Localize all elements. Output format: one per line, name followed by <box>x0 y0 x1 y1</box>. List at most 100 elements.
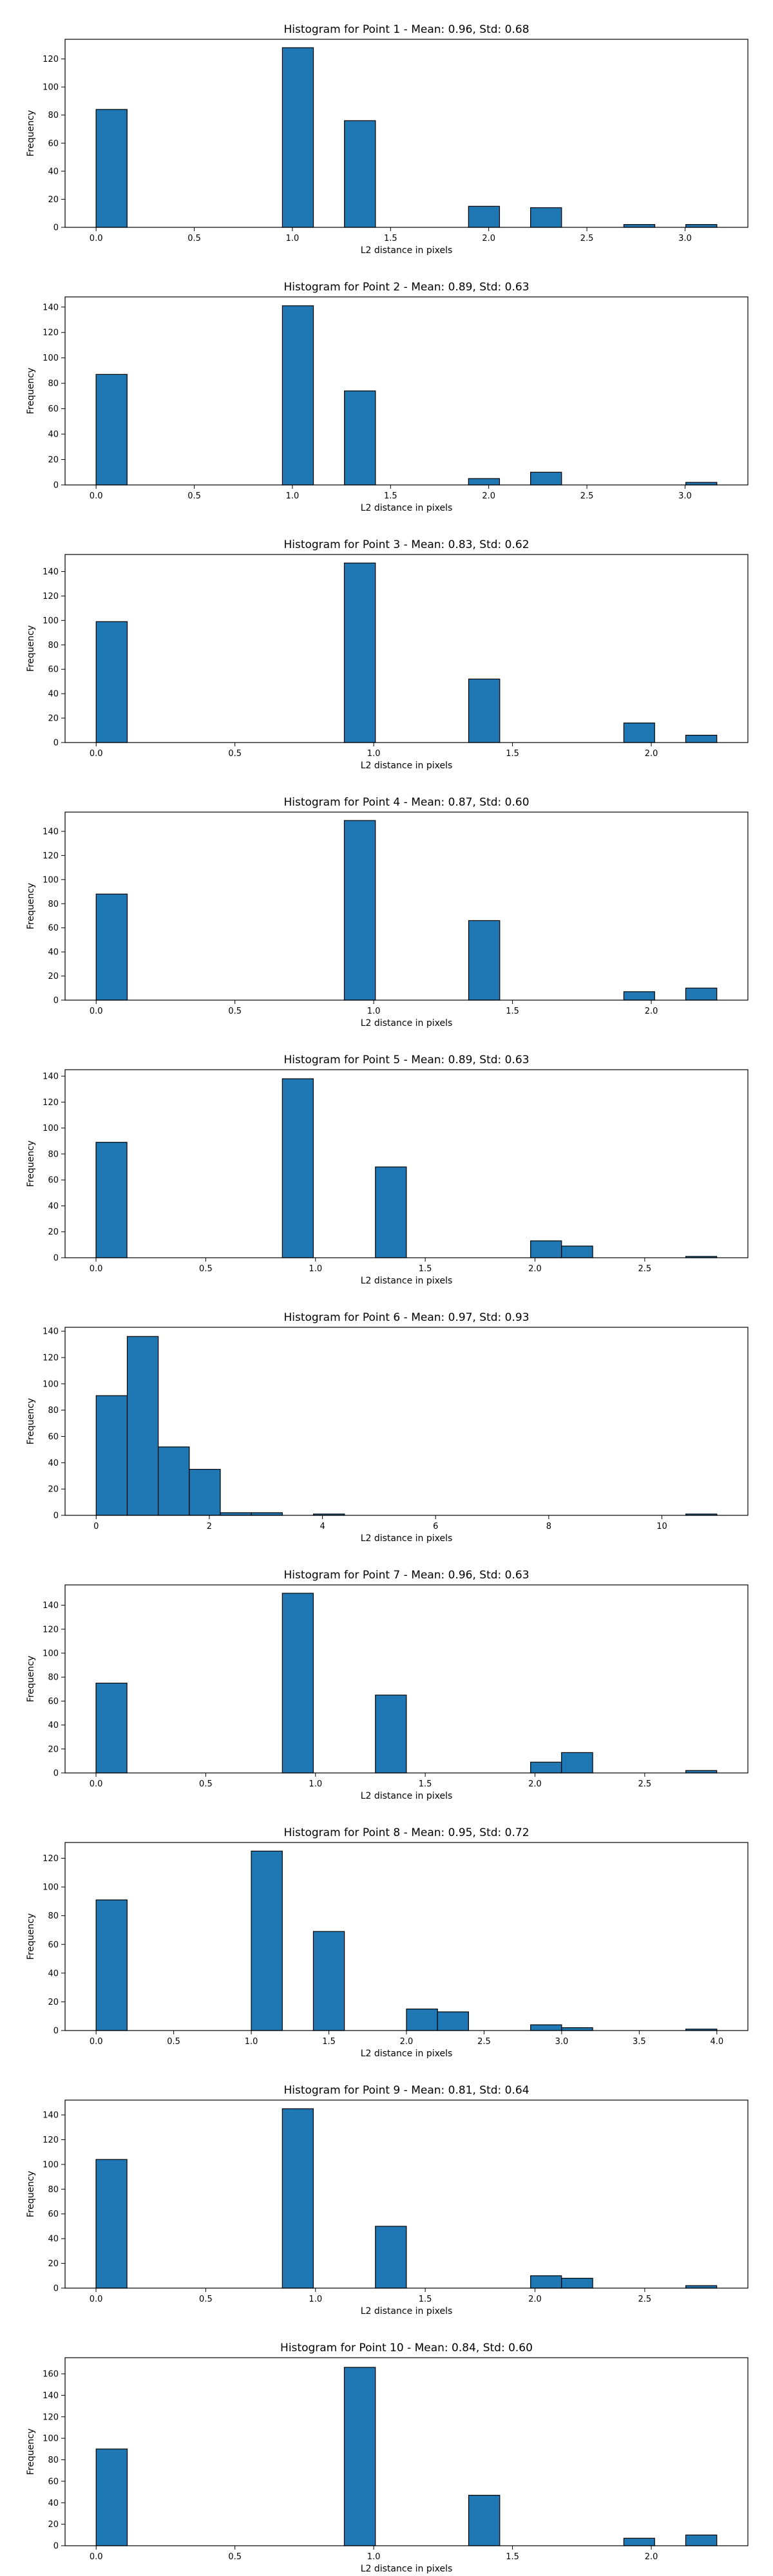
chart-title: Histogram for Point 2 - Mean: 0.89, Std:… <box>283 281 529 294</box>
histogram-bar <box>685 987 718 1001</box>
x-tick-label: 1.5 <box>384 234 397 243</box>
y-tick-label: 120 <box>43 2136 59 2145</box>
plot-frame <box>64 1584 749 1774</box>
x-axis-label: L2 distance in pixels <box>361 2306 453 2316</box>
y-tick-label: 20 <box>48 972 59 981</box>
histogram-bar <box>437 2011 469 2031</box>
histogram-bar <box>468 920 501 1001</box>
y-tick-label: 60 <box>48 1940 59 1950</box>
x-tick-label: 2.0 <box>482 234 495 243</box>
y-tick-label: 120 <box>43 55 59 64</box>
histogram-bar <box>530 2024 562 2031</box>
y-tick-label: 0 <box>53 481 59 491</box>
x-axis-label: L2 distance in pixels <box>361 1018 453 1028</box>
y-tick-label: 60 <box>48 665 59 675</box>
y-tick-label: 100 <box>43 1649 59 1659</box>
y-tick-label: 20 <box>48 2259 59 2269</box>
histogram-bar <box>685 735 718 743</box>
y-tick-label: 80 <box>48 1406 59 1416</box>
x-tick-label: 2.0 <box>645 2552 658 2562</box>
x-tick-label: 2.0 <box>528 1264 542 1274</box>
plot-frame <box>64 811 749 1001</box>
y-tick-label: 0 <box>53 2284 59 2294</box>
x-tick-label: 3.0 <box>555 2037 569 2047</box>
y-tick-label: 20 <box>48 1998 59 2007</box>
y-tick-label: 60 <box>48 139 59 149</box>
y-tick-label: 0 <box>53 2542 59 2552</box>
x-tick-label: 0.5 <box>199 1779 213 1789</box>
x-tick-label: 1.5 <box>419 1264 432 1274</box>
histogram-panel: Histogram for Point 4 - Mean: 0.87, Std:… <box>26 796 749 1028</box>
x-tick-label: 2.5 <box>638 1779 652 1789</box>
histogram-bar <box>623 2537 655 2546</box>
histogram-bar <box>468 478 501 486</box>
x-axis-label: L2 distance in pixels <box>361 245 453 256</box>
histogram-bar <box>530 1761 562 1774</box>
chart-title: Histogram for Point 9 - Mean: 0.81, Std:… <box>283 2084 529 2097</box>
histogram-bar <box>344 390 376 486</box>
chart-title: Histogram for Point 5 - Mean: 0.89, Std:… <box>283 1054 529 1066</box>
y-tick-label: 120 <box>43 851 59 861</box>
histogram-bar <box>375 1166 407 1258</box>
y-tick-label: 40 <box>48 1202 59 1211</box>
x-tick-label: 0 <box>93 1522 99 1531</box>
histogram-bar <box>282 1078 314 1258</box>
chart-title: Histogram for Point 7 - Mean: 0.96, Std:… <box>283 1569 529 1582</box>
y-axis-label: Frequency <box>26 110 36 156</box>
y-tick-label: 120 <box>43 1854 59 1864</box>
histogram-bar <box>282 305 314 486</box>
histogram-bar <box>95 109 128 228</box>
y-tick-label: 100 <box>43 2160 59 2170</box>
x-tick-label: 10 <box>656 1522 667 1531</box>
x-tick-label: 1.5 <box>506 749 519 759</box>
y-tick-label: 100 <box>43 2434 59 2444</box>
histogram-panel: Histogram for Point 5 - Mean: 0.89, Std:… <box>26 1054 749 1286</box>
histogram-bar <box>406 2008 438 2031</box>
x-tick-label: 1.0 <box>245 2037 258 2047</box>
x-tick-label: 0.0 <box>90 1007 103 1016</box>
histogram-bar <box>189 1468 221 1516</box>
x-tick-label: 2.0 <box>528 1779 542 1789</box>
y-tick-label: 40 <box>48 690 59 699</box>
x-tick-label: 0.0 <box>90 749 103 759</box>
y-tick-label: 60 <box>48 1176 59 1186</box>
histogram-panel: Histogram for Point 1 - Mean: 0.96, Std:… <box>26 23 749 256</box>
histogram-bar <box>685 224 718 228</box>
plot-frame <box>64 554 749 743</box>
y-tick-label: 140 <box>43 827 59 837</box>
histogram-bar <box>126 1336 159 1516</box>
x-tick-label: 0.0 <box>90 2037 103 2047</box>
y-tick-label: 60 <box>48 1697 59 1707</box>
y-tick-label: 80 <box>48 900 59 909</box>
x-tick-label: 3.0 <box>678 234 692 243</box>
chart-title: Histogram for Point 1 - Mean: 0.96, Std:… <box>283 23 529 36</box>
y-tick-label: 100 <box>43 1124 59 1133</box>
histogram-bar <box>95 1899 128 2031</box>
histogram-panel: Histogram for Point 7 - Mean: 0.96, Std:… <box>26 1569 749 1801</box>
x-tick-label: 2.5 <box>580 234 594 243</box>
x-axis-label: L2 distance in pixels <box>361 1276 453 1286</box>
y-tick-label: 40 <box>48 1721 59 1730</box>
plot-frame <box>64 39 749 228</box>
histogram-bar <box>251 1512 283 1516</box>
y-tick-label: 140 <box>43 303 59 312</box>
histogram-panel: Histogram for Point 9 - Mean: 0.81, Std:… <box>26 2084 749 2316</box>
histogram-bar <box>530 2275 562 2289</box>
x-axis-label: L2 distance in pixels <box>361 503 453 513</box>
y-tick-label: 40 <box>48 948 59 958</box>
y-tick-label: 100 <box>43 83 59 93</box>
y-tick-label: 100 <box>43 354 59 363</box>
y-tick-label: 0 <box>53 2027 59 2036</box>
y-tick-label: 120 <box>43 328 59 338</box>
y-axis-label: Frequency <box>26 2429 36 2475</box>
histogram-bar <box>685 2534 718 2546</box>
x-tick-label: 1.0 <box>286 234 300 243</box>
plot-frame <box>64 1069 749 1258</box>
x-tick-label: 1.5 <box>419 2295 432 2304</box>
x-tick-label: 1.0 <box>309 1264 322 1274</box>
plot-frame <box>64 2357 749 2546</box>
x-tick-label: 2.0 <box>528 2295 542 2304</box>
y-tick-label: 40 <box>48 1969 59 1978</box>
x-tick-label: 3.5 <box>633 2037 646 2047</box>
